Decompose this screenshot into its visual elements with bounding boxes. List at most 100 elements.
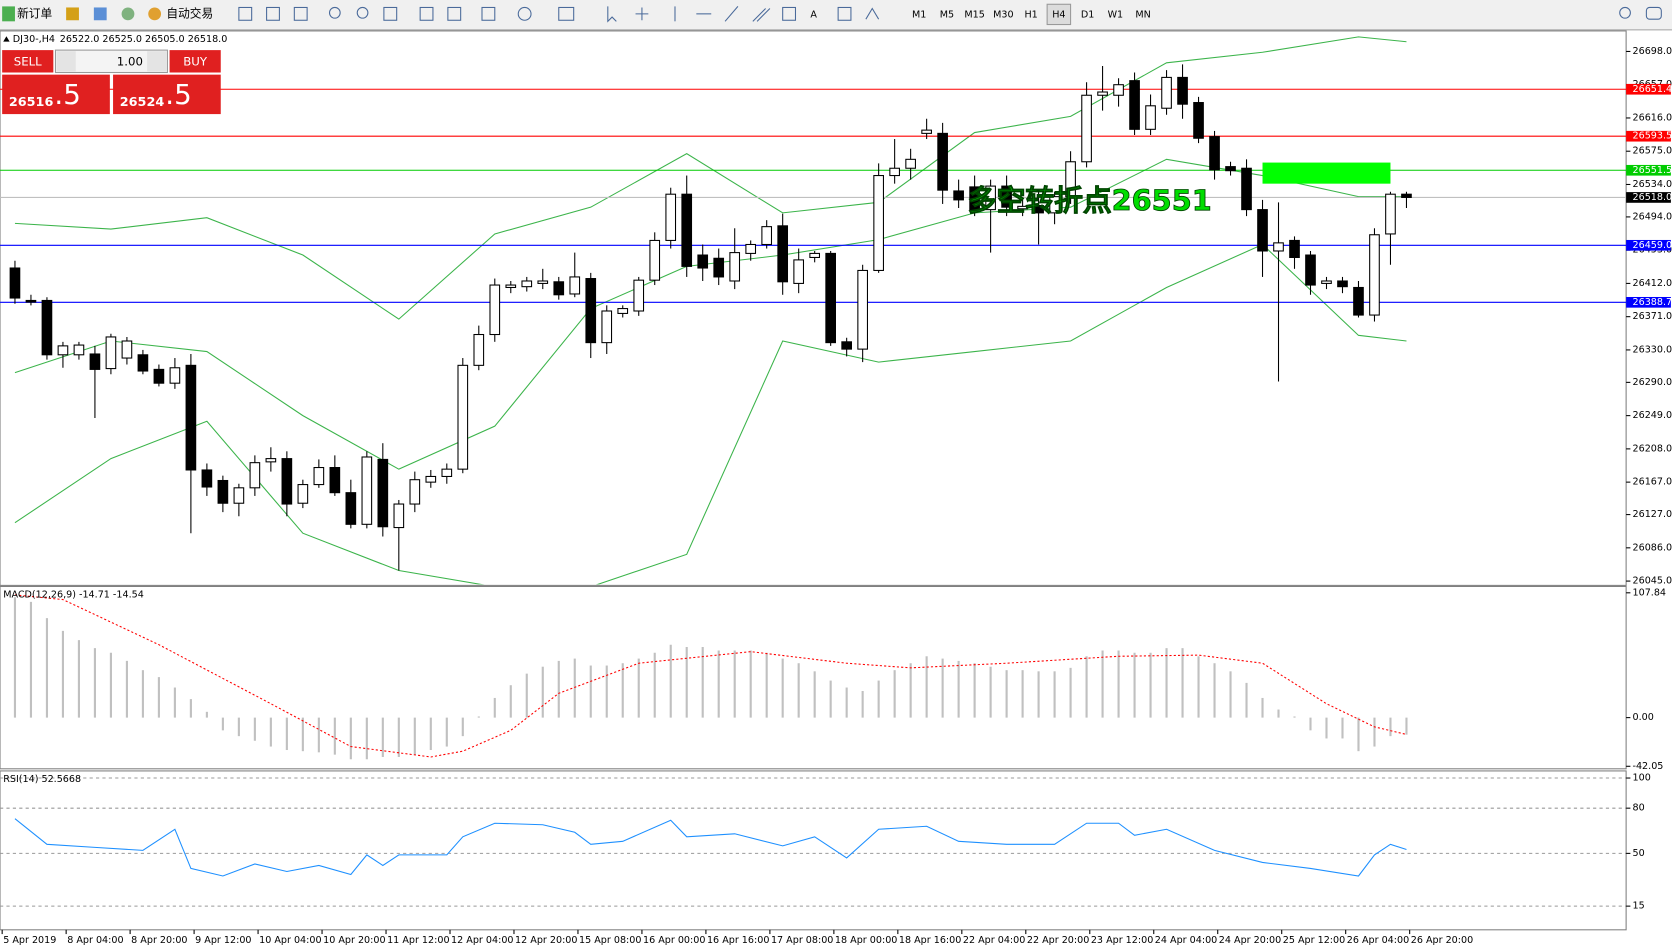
level-tag — [1626, 296, 1671, 308]
tool-icon[interactable] — [383, 6, 398, 21]
candle-body — [857, 269, 868, 350]
candle-body — [793, 259, 805, 284]
tool-icon[interactable] — [93, 7, 107, 21]
tool-icon[interactable] — [293, 6, 308, 21]
tool-icon[interactable] — [66, 7, 79, 21]
price-plot: 多空转折点26551 — [0, 36, 1627, 585]
candle-body — [889, 167, 900, 177]
x-tick-label: 9 Apr 12:00 — [195, 935, 251, 946]
lots-input[interactable] — [54, 49, 168, 74]
timeframe-button[interactable]: H1 — [1024, 9, 1037, 20]
candle-body — [329, 467, 341, 494]
tool-icon[interactable] — [481, 6, 496, 21]
y-tick-label: 100 — [1633, 773, 1651, 784]
candle-body — [41, 299, 53, 356]
candle-body — [9, 267, 21, 299]
bid-price[interactable]: 26516 — [9, 95, 54, 110]
timeframe-button[interactable]: D1 — [1081, 9, 1094, 20]
candle-body — [537, 280, 549, 284]
lots-down[interactable] — [56, 51, 76, 72]
rsi-frame — [0, 770, 1627, 931]
timeframe-button[interactable]: M30 — [993, 9, 1013, 20]
y-tick-label: 26494.0 — [1633, 211, 1672, 222]
level-label: 26459.0 — [1633, 240, 1672, 251]
candle-body — [1241, 167, 1252, 211]
arrow-tool[interactable] — [865, 7, 880, 20]
x-tick-label: 23 Apr 12:00 — [1091, 935, 1153, 946]
timeframe-button[interactable]: M5 — [940, 9, 954, 20]
candle-body — [425, 475, 437, 483]
timeframe-button[interactable]: M15 — [964, 9, 984, 20]
x-tick-label: 12 Apr 04:00 — [451, 935, 513, 946]
lots-value[interactable]: 1.00 — [117, 54, 143, 68]
candle-body — [553, 281, 565, 296]
sell-button[interactable] — [2, 50, 54, 73]
candle-body — [1049, 196, 1060, 214]
candle-body — [953, 190, 964, 201]
tool-icon[interactable] — [121, 7, 135, 21]
candle-body — [489, 284, 501, 336]
new-order-button[interactable]: 新订单 — [17, 6, 52, 20]
x-tick-label: 8 Apr 20:00 — [131, 935, 187, 946]
tool-icon[interactable] — [419, 6, 434, 21]
buy-button[interactable] — [169, 50, 221, 73]
x-tick-label: 26 Apr 20:00 — [1411, 935, 1473, 946]
zoom-in[interactable] — [328, 6, 341, 19]
candle-body — [521, 280, 533, 288]
x-tick-label: 16 Apr 16:00 — [707, 935, 769, 946]
candle-body — [121, 340, 133, 359]
ask-box[interactable] — [113, 74, 221, 115]
tool-icon[interactable] — [266, 6, 280, 21]
sell-label[interactable]: SELL — [14, 54, 42, 68]
crosshair-tool[interactable] — [635, 7, 649, 21]
y-tick-label: 26127.0 — [1633, 509, 1672, 520]
tool-icon[interactable] — [447, 6, 462, 21]
timeframe-button[interactable]: W1 — [1108, 9, 1124, 20]
text-tool[interactable]: A — [810, 9, 817, 20]
tool-icon[interactable] — [238, 6, 253, 21]
timeframe-button[interactable]: M1 — [912, 9, 926, 20]
collapse-arrow — [3, 36, 10, 42]
auto-trading-button[interactable]: 自动交易 — [166, 6, 213, 20]
x-tick-label: 10 Apr 20:00 — [323, 935, 385, 946]
timeframe-button[interactable]: MN — [1135, 9, 1150, 20]
candle-body — [457, 364, 469, 470]
candle-body — [1353, 286, 1364, 316]
x-tick-label: 24 Apr 20:00 — [1219, 935, 1281, 946]
tool-icon[interactable] — [558, 6, 575, 21]
new-order-icon[interactable] — [2, 6, 15, 22]
lots-up[interactable] — [147, 51, 167, 72]
x-tick-label: 22 Apr 20:00 — [1027, 935, 1089, 946]
y-tick-label: 26616.0 — [1633, 112, 1672, 123]
candle-body — [297, 484, 309, 504]
x-tick-label: 8 Apr 04:00 — [67, 935, 123, 946]
zone — [1262, 162, 1391, 184]
candle-body — [217, 479, 229, 504]
y-tick-label: 26412.0 — [1633, 278, 1672, 289]
candle-body — [569, 276, 581, 295]
candle-body — [1225, 166, 1236, 172]
y-tick-label: -42.05 — [1633, 761, 1664, 772]
auto-trading-icon[interactable] — [148, 7, 162, 21]
tool-icon[interactable] — [517, 6, 532, 21]
y-tick-label: 26167.0 — [1633, 477, 1672, 488]
cursor-tool[interactable] — [607, 6, 617, 23]
bid-box[interactable] — [2, 74, 110, 115]
channel-tool[interactable] — [752, 8, 771, 22]
ask-fraction[interactable]: .5 — [165, 78, 191, 111]
label-tool[interactable] — [837, 6, 852, 21]
buy-label[interactable]: BUY — [183, 54, 208, 68]
y-tick-label: 107.84 — [1633, 587, 1667, 598]
zoom-out[interactable] — [356, 6, 369, 19]
candle-body — [969, 186, 980, 211]
tool-icon[interactable] — [782, 6, 797, 21]
candle-body — [393, 503, 405, 529]
bid-fraction[interactable]: .5 — [54, 78, 80, 111]
level-tag — [1626, 164, 1671, 176]
search-icon[interactable] — [1619, 6, 1631, 19]
chat-icon[interactable] — [1645, 6, 1662, 20]
ask-price[interactable]: 26524 — [120, 95, 165, 110]
timeframe-button[interactable]: H4 — [1052, 9, 1065, 20]
candle-body — [1113, 84, 1124, 96]
trendline-tool[interactable] — [724, 6, 739, 22]
